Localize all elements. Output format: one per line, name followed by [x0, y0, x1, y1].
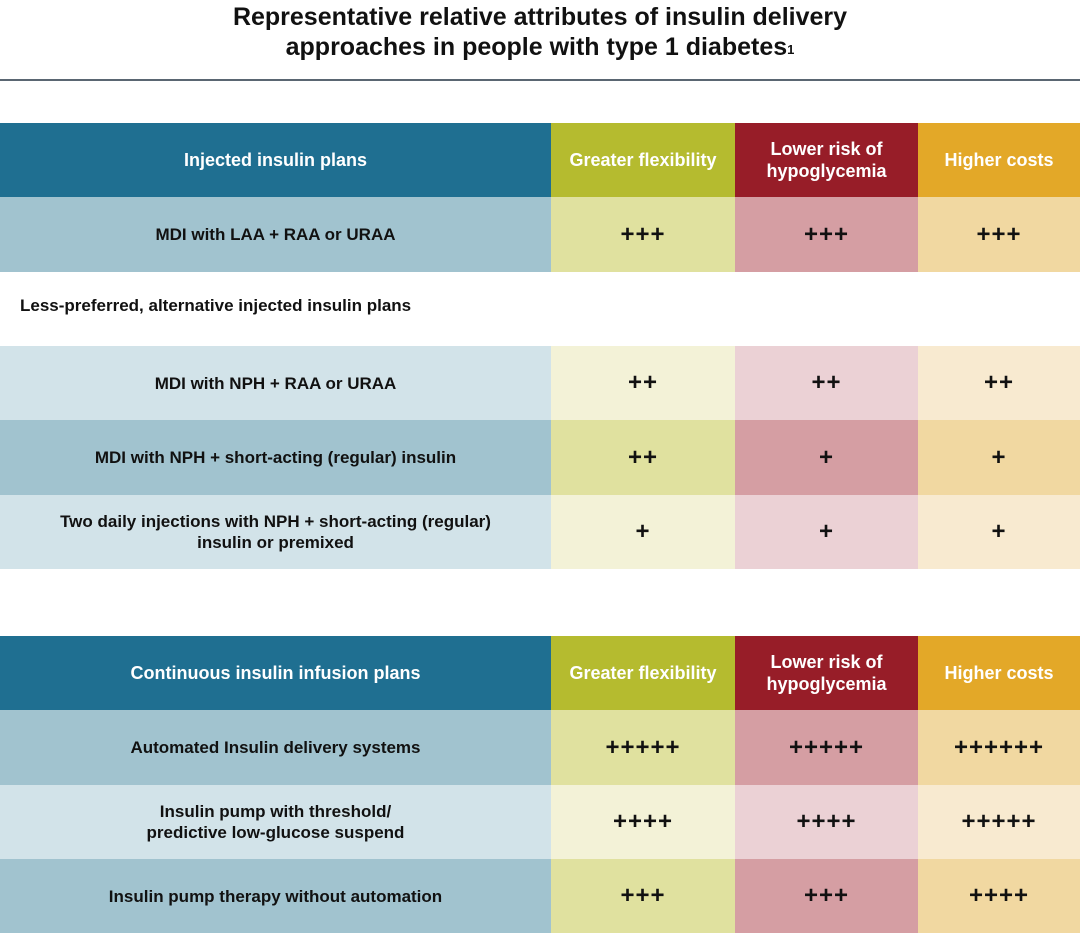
header-hypo-line-2: hypoglycemia — [766, 161, 887, 181]
header-hypoglycemia: Lower risk of hypoglycemia — [735, 123, 918, 197]
header-hypo-line-1: Lower risk of — [770, 139, 883, 159]
table-row: Insulin pump with threshold/predictive l… — [0, 785, 1080, 859]
title-line-2-text: approaches in people with type 1 diabete… — [285, 33, 788, 61]
header-costs: Higher costs — [918, 636, 1080, 710]
infusion-plans-header: Continuous insulin infusion plans Greate… — [0, 636, 1080, 710]
table-row: Insulin pump therapy without automation … — [0, 859, 1080, 933]
row-label: MDI with NPH + RAA or URAA — [0, 346, 551, 420]
title-divider — [0, 79, 1080, 81]
row-label: Insulin pump therapy without automation — [0, 859, 551, 933]
costs-rating: +++ — [918, 197, 1080, 272]
flexibility-rating: +++ — [551, 197, 735, 272]
hypoglycemia-rating: ++++ — [735, 785, 918, 859]
injected-plans-header: Injected insulin plans Greater flexibili… — [0, 123, 1080, 197]
row-label-line-2: predictive low-glucose suspend — [146, 823, 405, 842]
header-hypoglycemia: Lower risk of hypoglycemia — [735, 636, 918, 710]
costs-rating: + — [918, 495, 1080, 569]
table-row: MDI with NPH + RAA or URAA ++ ++ ++ — [0, 346, 1080, 420]
header-hypo-line-1: Lower risk of — [770, 652, 883, 672]
hypoglycemia-rating: +++ — [735, 859, 918, 933]
costs-rating: ++++++ — [918, 710, 1080, 785]
flexibility-rating: ++++ — [551, 785, 735, 859]
flexibility-rating: +++++ — [551, 710, 735, 785]
hypoglycemia-rating: + — [735, 495, 918, 569]
flexibility-rating: ++ — [551, 420, 735, 495]
header-costs: Higher costs — [918, 123, 1080, 197]
hypoglycemia-rating: +++ — [735, 197, 918, 272]
title-line-1: Representative relative attributes of in… — [232, 3, 848, 31]
row-label: MDI with NPH + short-acting (regular) in… — [0, 420, 551, 495]
row-label-line-1: Two daily injections with NPH + short-ac… — [60, 512, 491, 531]
row-label: Two daily injections with NPH + short-ac… — [0, 495, 551, 569]
row-label-line-1: Insulin pump with threshold/ — [159, 802, 392, 821]
row-label: Automated Insulin delivery systems — [0, 710, 551, 785]
header-flexibility: Greater flexibility — [551, 636, 735, 710]
costs-rating: ++++ — [918, 859, 1080, 933]
header-hypo-line-2: hypoglycemia — [766, 674, 887, 694]
table-row: Two daily injections with NPH + short-ac… — [0, 495, 1080, 569]
row-label-line-2: insulin or premixed — [197, 533, 354, 552]
infusion-plans-header-label: Continuous insulin infusion plans — [0, 636, 551, 710]
injected-plans-header-label: Injected insulin plans — [0, 123, 551, 197]
costs-rating: +++++ — [918, 785, 1080, 859]
header-flexibility: Greater flexibility — [551, 123, 735, 197]
title-footnote: 1 — [787, 42, 795, 57]
costs-rating: ++ — [918, 346, 1080, 420]
title-line-2: approaches in people with type 1 diabete… — [0, 32, 1080, 62]
table-row: MDI with LAA + RAA or URAA +++ +++ +++ — [0, 197, 1080, 272]
hypoglycemia-rating: ++ — [735, 346, 918, 420]
flexibility-rating: ++ — [551, 346, 735, 420]
costs-rating: + — [918, 420, 1080, 495]
flexibility-rating: +++ — [551, 859, 735, 933]
hypoglycemia-rating: +++++ — [735, 710, 918, 785]
page-title: Representative relative attributes of in… — [0, 0, 1080, 80]
table-row: MDI with NPH + short-acting (regular) in… — [0, 420, 1080, 495]
hypoglycemia-rating: + — [735, 420, 918, 495]
row-label: MDI with LAA + RAA or URAA — [0, 197, 551, 272]
table-row: Automated Insulin delivery systems +++++… — [0, 710, 1080, 785]
alternative-plans-heading: Less-preferred, alternative injected ins… — [20, 296, 412, 315]
row-label: Insulin pump with threshold/predictive l… — [0, 785, 551, 859]
flexibility-rating: + — [551, 495, 735, 569]
